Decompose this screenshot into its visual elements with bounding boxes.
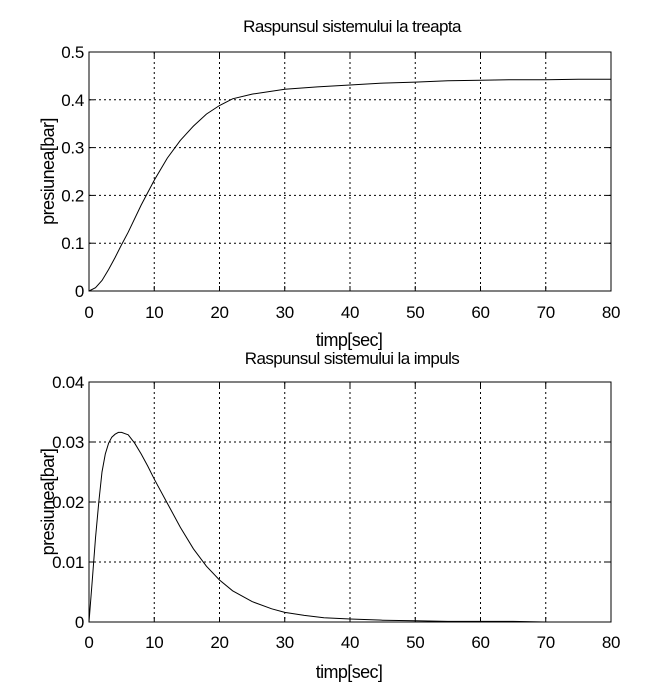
x-tick-label: 40 xyxy=(341,633,359,652)
y-axis-label: presiunea[bar] xyxy=(38,449,58,556)
chart-title: Raspunsul sistemului la impuls xyxy=(245,349,460,368)
y-tick-label: 0 xyxy=(75,613,84,632)
x-axis-label: timp[sec] xyxy=(316,662,383,682)
y-tick-label: 0.04 xyxy=(52,373,84,392)
x-tick-label: 30 xyxy=(276,303,294,322)
x-tick-label: 30 xyxy=(276,633,294,652)
x-tick-label: 80 xyxy=(602,303,620,322)
y-tick-label: 0.3 xyxy=(61,139,84,158)
y-axis-label: presiunea[bar] xyxy=(38,118,58,225)
x-tick-label: 60 xyxy=(471,633,489,652)
x-tick-label: 50 xyxy=(406,303,424,322)
x-tick-label: 70 xyxy=(537,303,555,322)
y-tick-label: 0.1 xyxy=(61,234,84,253)
chart-2: 0 10 20 30 40 50 60 70 8000.010.020.030.04Raspun… xyxy=(38,349,620,682)
x-tick-label: 10 xyxy=(145,633,163,652)
chart-1: 0 10 20 30 40 50 60 70 80 0 0.1 0.2 0.3 0.4 0.5 Raspuns… xyxy=(38,17,620,350)
chart-title: Raspunsul sistemului la treapta xyxy=(243,17,462,36)
y-tick-label: 0.2 xyxy=(61,186,84,205)
y-tick-label: 0.4 xyxy=(61,91,84,110)
x-tick-label: 40 xyxy=(341,303,359,322)
x-tick-label: 60 xyxy=(471,303,489,322)
y-tick-label: 0.5 xyxy=(61,43,84,62)
x-tick-label: 0 xyxy=(84,303,93,322)
x-tick-label: 20 xyxy=(210,633,228,652)
x-tick-label: 80 xyxy=(602,633,620,652)
y-tick-label: 0 xyxy=(75,282,84,301)
x-tick-label: 70 xyxy=(537,633,555,652)
x-tick-label: 20 xyxy=(210,303,228,322)
x-tick-label: 0 xyxy=(84,633,93,652)
x-tick-label: 10 xyxy=(145,303,163,322)
x-tick-label: 50 xyxy=(406,633,424,652)
x-axis-label: timp[sec] xyxy=(316,330,383,350)
